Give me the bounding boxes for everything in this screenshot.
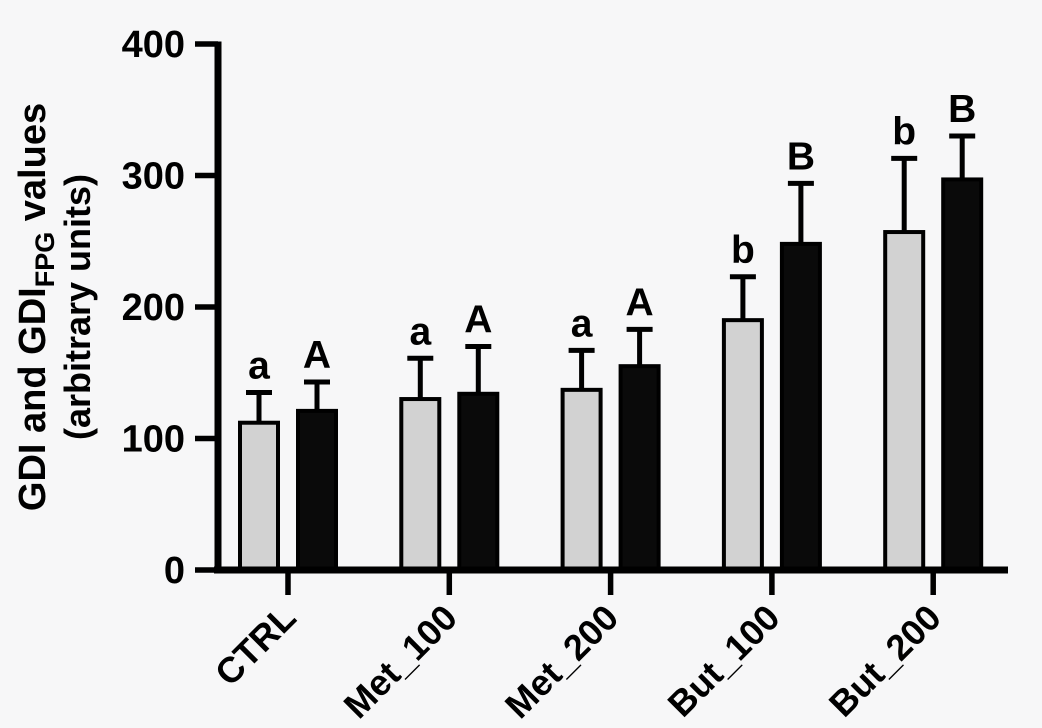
bar-GDI-Met_200 xyxy=(560,387,603,572)
significance-letter: b xyxy=(892,110,916,153)
y-axis-title-line2: (arbitrary units) xyxy=(57,174,98,440)
significance-letter: A xyxy=(626,281,654,324)
bar-GDI-Met_100 xyxy=(399,397,442,572)
bar-GDI_FPG-Met_200 xyxy=(618,364,661,572)
significance-letter: B xyxy=(948,88,976,131)
significance-letter: B xyxy=(787,135,815,178)
bar-GDI_FPG-But_100 xyxy=(779,241,822,572)
significance-letter: A xyxy=(464,298,492,341)
significance-letter: b xyxy=(731,229,755,272)
y-tick-label: 300 xyxy=(122,156,185,198)
y-tick-label: 100 xyxy=(122,419,185,461)
bar-GDI_FPG-But_200 xyxy=(941,177,984,572)
significance-letter: a xyxy=(571,302,593,345)
y-tick-label: 0 xyxy=(164,550,185,592)
bar-GDI-But_100 xyxy=(721,318,764,572)
bar-GDI-CTRL xyxy=(238,420,280,572)
bar-GDI-But_200 xyxy=(883,230,926,572)
significance-letter: a xyxy=(248,344,270,387)
significance-letter: A xyxy=(303,334,331,377)
y-tick-label: 200 xyxy=(122,287,185,329)
y-axis-title-line1: GDI and GDIFPG values xyxy=(12,103,60,511)
significance-letter: a xyxy=(409,310,431,353)
y-tick-label: 400 xyxy=(122,24,185,66)
bar-GDI_FPG-CTRL xyxy=(296,408,338,573)
bar-GDI_FPG-Met_100 xyxy=(457,391,500,573)
